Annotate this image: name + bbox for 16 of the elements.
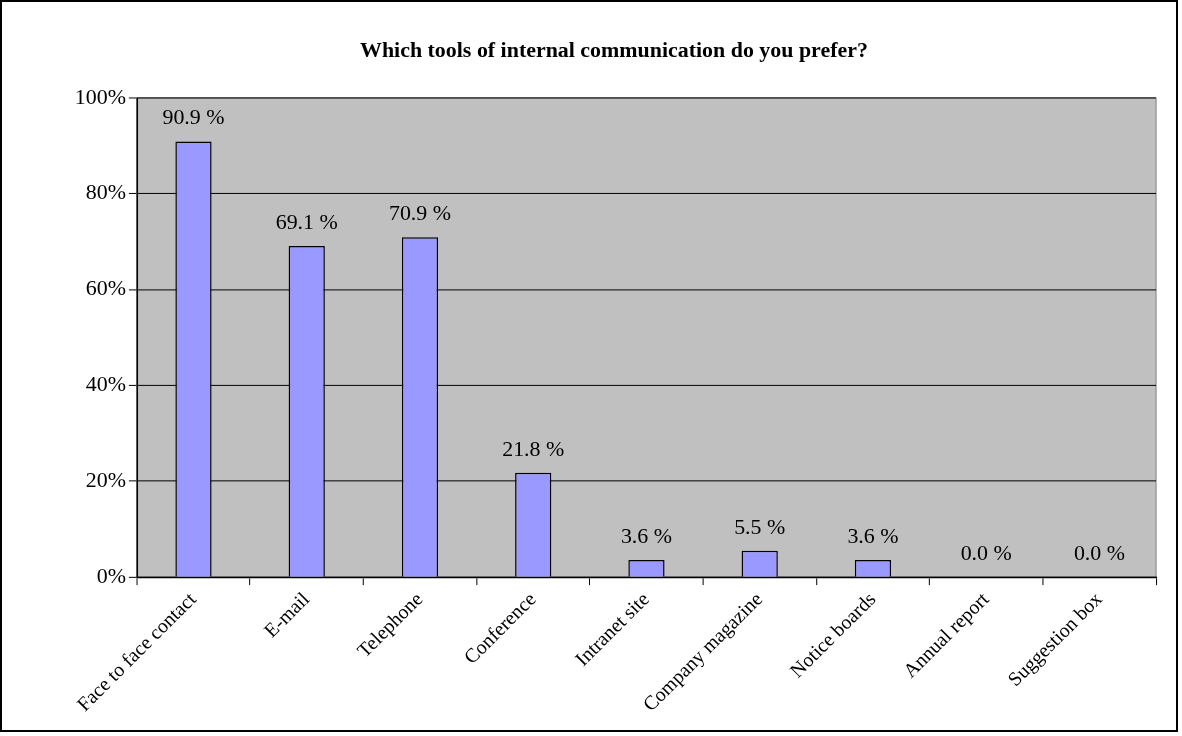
- y-tick-label: 80%: [85, 179, 126, 205]
- chart-title: Which tools of internal communication do you prefer?: [359, 36, 868, 62]
- data-label: 0.0 %: [960, 540, 1012, 566]
- data-label: 21.8 %: [502, 435, 565, 461]
- y-tick-label: 20%: [85, 467, 126, 493]
- data-label: 90.9 %: [162, 104, 225, 130]
- data-label: 0.0 %: [1073, 540, 1126, 566]
- data-label: 5.5 %: [734, 513, 786, 539]
- y-tick-label: 60%: [85, 275, 126, 301]
- data-label: 69.1 %: [275, 208, 338, 234]
- data-label: 70.9 %: [388, 200, 452, 226]
- y-tick-label: 0%: [96, 562, 126, 588]
- y-tick-label: 100%: [74, 83, 126, 109]
- y-tick-label: 40%: [85, 371, 126, 397]
- data-label: 3.6 %: [620, 522, 673, 548]
- data-label: 3.6 %: [847, 522, 899, 548]
